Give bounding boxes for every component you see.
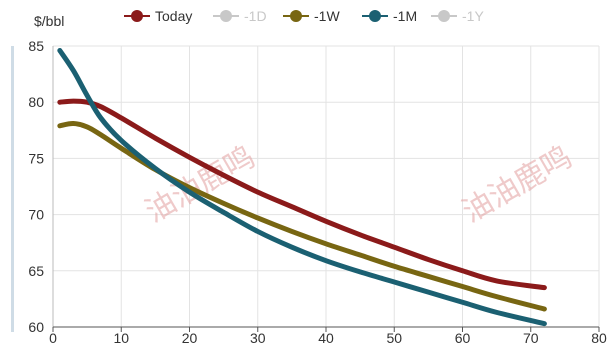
x-tick-label: 20 [182, 330, 198, 346]
legend-dot-marker [290, 10, 302, 22]
x-tick-label: 50 [386, 330, 402, 346]
legend-dot-marker [369, 10, 381, 22]
y-tick-label: 60 [28, 319, 44, 335]
x-tick-label: 70 [523, 330, 539, 346]
y-tick-labels: 60 65 70 75 80 85 [28, 38, 44, 335]
series-line-today [57, 98, 547, 291]
legend-label: -1M [393, 8, 417, 24]
series-line-1w [57, 121, 547, 312]
y-tick-label: 80 [28, 94, 44, 110]
legend-item-1w[interactable]: -1W [283, 8, 340, 24]
legend-label: -1W [314, 8, 340, 24]
legend-dot-marker [438, 10, 450, 22]
legend-item-today[interactable]: Today [124, 8, 192, 24]
y-tick-label: 65 [28, 263, 44, 279]
y-tick-label: 75 [28, 150, 44, 166]
legend-label: -1D [244, 8, 267, 24]
series-lines [57, 48, 547, 327]
left-scroll-bar[interactable] [11, 46, 14, 332]
legend-label: -1Y [462, 8, 484, 24]
y-tick-label: 70 [28, 207, 44, 223]
x-tick-label: 40 [318, 330, 334, 346]
legend: Today -1D -1W -1M -1Y [124, 8, 484, 24]
legend-dot-marker [220, 10, 232, 22]
series-line-1m [57, 48, 547, 327]
legend-item-1m[interactable]: -1M [362, 8, 417, 24]
x-tick-labels: 0 10 20 30 40 50 60 70 80 [49, 327, 607, 346]
x-tick-label: 80 [591, 330, 607, 346]
y-axis-label: $/bbl [34, 13, 64, 29]
x-tick-label: 0 [49, 330, 57, 346]
legend-item-1y[interactable]: -1Y [431, 8, 484, 24]
y-tick-label: 85 [28, 38, 44, 54]
legend-item-1d[interactable]: -1D [213, 8, 267, 24]
legend-dot-marker [131, 10, 143, 22]
x-tick-label: 10 [113, 330, 129, 346]
x-tick-label: 30 [250, 330, 266, 346]
legend-label: Today [155, 8, 192, 24]
x-tick-label: 60 [455, 330, 471, 346]
